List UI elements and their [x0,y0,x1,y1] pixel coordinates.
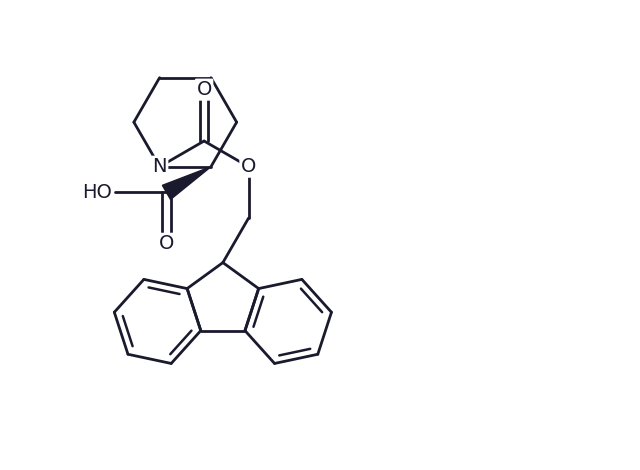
Polygon shape [163,167,211,199]
Text: O: O [241,157,256,176]
Text: N: N [152,157,167,176]
Text: HO: HO [82,183,112,202]
Text: O: O [196,80,212,99]
Text: O: O [159,234,174,253]
